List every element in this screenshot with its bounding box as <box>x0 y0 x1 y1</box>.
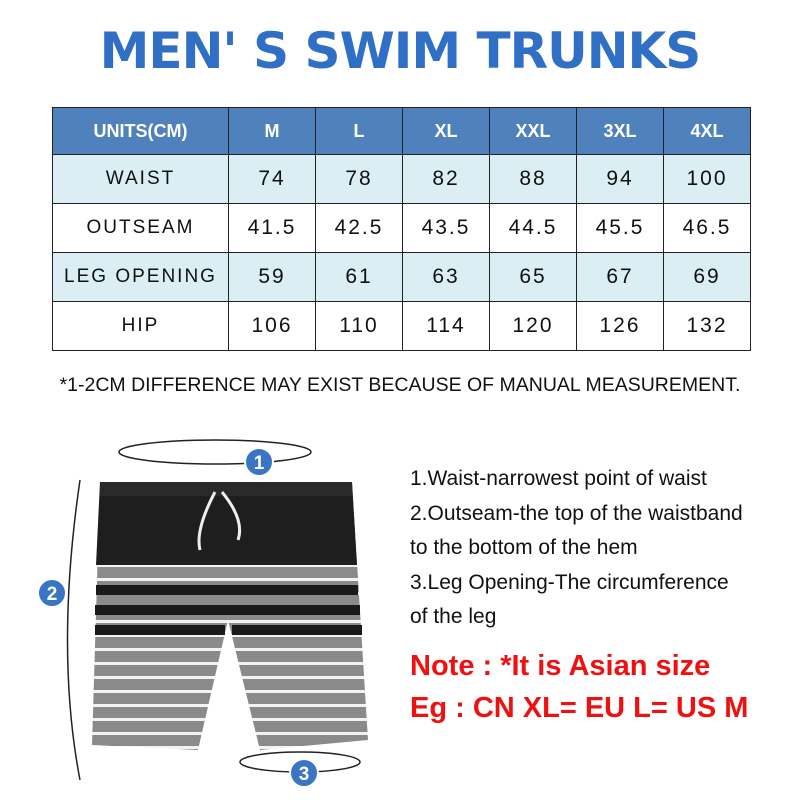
outseam-line <box>66 479 81 781</box>
marker-3: 3 <box>289 758 319 788</box>
size-value: 78 <box>315 154 403 204</box>
header-cell: 4XL <box>663 107 751 155</box>
size-value: 59 <box>228 252 316 302</box>
size-value: 114 <box>402 301 490 351</box>
waist-ellipse <box>118 439 312 465</box>
size-value: 44.5 <box>489 203 577 253</box>
size-value: 110 <box>315 301 403 351</box>
table-row: WAIST 74 78 82 88 94 100 <box>52 154 751 204</box>
size-value: 82 <box>402 154 490 204</box>
size-value: 67 <box>576 252 664 302</box>
size-value: 126 <box>576 301 664 351</box>
size-value: 132 <box>663 301 751 351</box>
shorts-illustration: 1 2 3 <box>37 439 368 788</box>
instruction-line: 1.Waist-narrowest point of waist <box>410 467 707 490</box>
table-row: LEG OPENING 59 61 63 65 67 69 <box>52 252 751 302</box>
size-table: UNITS(CM) M L XL XXL 3XL 4XL WAIST 74 78 82… <box>52 107 751 351</box>
size-value: 46.5 <box>663 203 751 253</box>
instruction-line: 2.Outseam-the top of the waistband <box>410 501 743 525</box>
header-cell: XL <box>402 107 490 155</box>
instruction-line: 3.Leg Opening-The circumference <box>410 570 729 594</box>
drawstring <box>197 491 242 551</box>
size-conversion-example: Eg : CN XL= EU L= US M <box>410 692 749 724</box>
row-label: HIP <box>52 301 229 351</box>
size-value: 120 <box>489 301 577 351</box>
marker-2: 2 <box>37 578 67 608</box>
size-value: 43.5 <box>402 203 490 253</box>
row-label: WAIST <box>52 154 229 204</box>
footnote: *1-2CM DIFFERENCE MAY EXIST BECAUSE OF M… <box>59 374 741 396</box>
size-value: 94 <box>576 154 664 204</box>
size-value: 42.5 <box>315 203 403 253</box>
asian-size-note: Note : *It is Asian size <box>410 650 711 682</box>
table-row: OUTSEAM 41.5 42.5 43.5 44.5 45.5 46.5 <box>52 203 751 253</box>
header-cell: M <box>228 107 316 155</box>
measurement-instructions: 1.Waist-narrowest point of waist 2.Outse… <box>410 462 743 635</box>
table-row: HIP 106 110 114 120 126 132 <box>52 301 751 351</box>
instruction-line: to the bottom of the hem <box>410 536 638 559</box>
header-cell: XXL <box>489 107 577 155</box>
svg-text:2: 2 <box>47 584 58 605</box>
size-value: 61 <box>315 252 403 302</box>
marker-1: 1 <box>244 447 274 477</box>
row-label: OUTSEAM <box>52 203 229 253</box>
size-value: 63 <box>402 252 490 302</box>
header-cell: L <box>315 107 403 155</box>
size-value: 41.5 <box>228 203 316 253</box>
size-value: 100 <box>663 154 751 204</box>
size-value: 74 <box>228 154 316 204</box>
instruction-line: of the leg <box>410 605 497 628</box>
size-value: 69 <box>663 252 751 302</box>
svg-text:1: 1 <box>254 453 265 474</box>
page-title: MEN' S SWIM TRUNKS <box>99 22 702 80</box>
size-value: 106 <box>228 301 316 351</box>
table-header: UNITS(CM) M L XL XXL 3XL 4XL <box>52 107 751 155</box>
size-value: 65 <box>489 252 577 302</box>
header-cell: 3XL <box>576 107 664 155</box>
row-label: LEG OPENING <box>52 252 229 302</box>
svg-text:3: 3 <box>299 764 310 785</box>
header-cell: UNITS(CM) <box>52 107 229 155</box>
size-value: 45.5 <box>576 203 664 253</box>
size-value: 88 <box>489 154 577 204</box>
